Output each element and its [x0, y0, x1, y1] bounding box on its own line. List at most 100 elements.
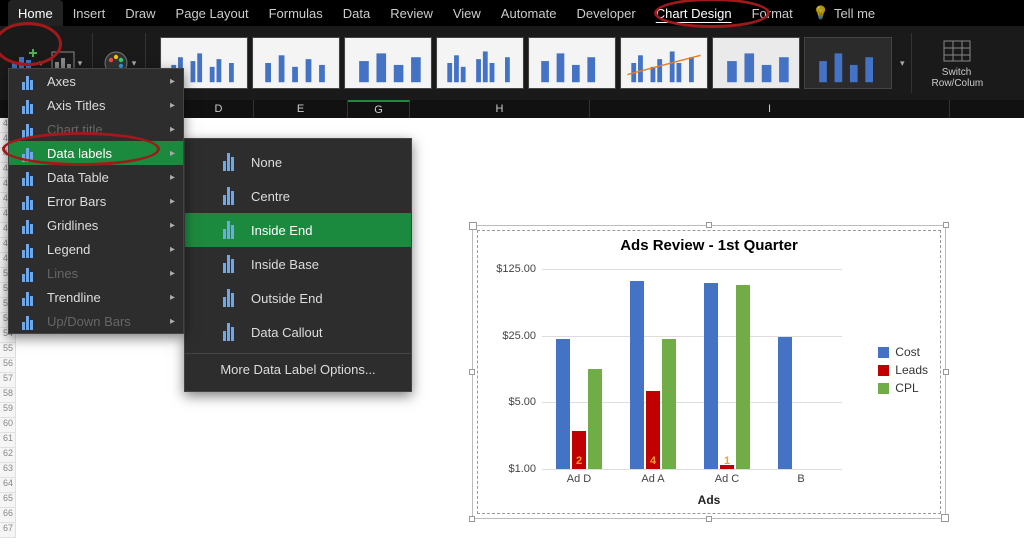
- bar-AdA-cpl[interactable]: [662, 339, 676, 469]
- chart-legend[interactable]: Cost Leads CPL: [878, 341, 928, 399]
- submenu-centre[interactable]: Centre: [185, 179, 411, 213]
- xlabel: Ad C: [696, 469, 758, 485]
- tab-formulas[interactable]: Formulas: [259, 0, 333, 26]
- chart-style-8[interactable]: [804, 37, 892, 89]
- chart-style-7[interactable]: [712, 37, 800, 89]
- row-header[interactable]: 66: [0, 508, 16, 523]
- menu-up/down-bars: Up/Down Bars▸: [9, 309, 183, 333]
- legend-cpl: CPL: [878, 381, 928, 395]
- bar-AdD-leads[interactable]: 2: [572, 431, 586, 469]
- tab-insert[interactable]: Insert: [63, 0, 116, 26]
- submenu-data-callout[interactable]: Data Callout: [185, 315, 411, 349]
- menu-label: Data labels: [47, 146, 112, 161]
- chart-object[interactable]: Ads Review - 1st Quarter $1.00$5.00$25.0…: [472, 225, 946, 519]
- row-header[interactable]: 63: [0, 463, 16, 478]
- ytick-label: $125.00: [486, 263, 536, 275]
- submenu-none[interactable]: ✓None: [185, 145, 411, 179]
- bar-AdC-cost[interactable]: [704, 283, 718, 469]
- chart-mini-icon: [215, 184, 241, 208]
- switch-row-column-button[interactable]: Switch Row/Colum: [932, 37, 982, 89]
- chart-mini-icon: [17, 144, 37, 162]
- row-header[interactable]: 59: [0, 403, 16, 418]
- menu-label: Gridlines: [47, 218, 98, 233]
- menu-label: Axis Titles: [47, 98, 106, 113]
- menu-label: Axes: [47, 74, 76, 89]
- chart-style-5[interactable]: [528, 37, 616, 89]
- bar-AdA-cost[interactable]: [630, 281, 644, 469]
- chart-mini-icon: [215, 320, 241, 344]
- bar-AdC-cpl[interactable]: [736, 285, 750, 469]
- chart-mini-icon: [17, 312, 37, 330]
- chart-style-gallery[interactable]: ▾: [158, 37, 905, 89]
- chart-xaxis-title[interactable]: Ads: [478, 493, 940, 507]
- menu-label: Data Table: [47, 170, 109, 185]
- chart-mini-icon: [215, 218, 241, 242]
- tab-review[interactable]: Review: [380, 0, 443, 26]
- tab-data[interactable]: Data: [333, 0, 380, 26]
- bar-B-cost[interactable]: [778, 337, 792, 469]
- menu-data-labels[interactable]: Data labels▸: [9, 141, 183, 165]
- submenu-label: None: [251, 155, 282, 170]
- row-header[interactable]: 64: [0, 478, 16, 493]
- chart-title[interactable]: Ads Review - 1st Quarter: [478, 231, 940, 260]
- submenu-label: Inside End: [251, 223, 312, 238]
- chart-mini-icon: [17, 288, 37, 306]
- bar-AdD-cost[interactable]: [556, 339, 570, 469]
- col-g[interactable]: G: [348, 100, 410, 118]
- menu-data-table[interactable]: Data Table▸: [9, 165, 183, 189]
- bar-AdA-leads[interactable]: 4: [646, 391, 660, 469]
- legend-cost: Cost: [878, 345, 928, 359]
- col-d[interactable]: D: [184, 100, 254, 118]
- chart-style-2[interactable]: [252, 37, 340, 89]
- menu-error-bars[interactable]: Error Bars▸: [9, 189, 183, 213]
- row-header[interactable]: 55: [0, 343, 16, 358]
- bar-AdD-cpl[interactable]: [588, 369, 602, 469]
- chart-style-6[interactable]: [620, 37, 708, 89]
- menu-legend[interactable]: Legend▸: [9, 237, 183, 261]
- chart-mini-icon: [17, 192, 37, 210]
- col-e[interactable]: E: [254, 100, 348, 118]
- tab-draw[interactable]: Draw: [115, 0, 165, 26]
- chart-plot-area[interactable]: Ads Review - 1st Quarter $1.00$5.00$25.0…: [477, 230, 941, 514]
- tab-page-layout[interactable]: Page Layout: [166, 0, 259, 26]
- col-i[interactable]: I: [590, 100, 950, 118]
- col-h[interactable]: H: [410, 100, 590, 118]
- chart-mini-icon: [17, 120, 37, 138]
- tab-automate[interactable]: Automate: [491, 0, 567, 26]
- menu-axis-titles[interactable]: Axis Titles▸: [9, 93, 183, 117]
- chart-style-3[interactable]: [344, 37, 432, 89]
- menu-label: Error Bars: [47, 194, 106, 209]
- submenu-inside-end[interactable]: Inside End: [185, 213, 411, 247]
- chart-mini-icon: [17, 72, 37, 90]
- ytick-label: $5.00: [486, 396, 536, 408]
- submenu-outside-end[interactable]: Outside End: [185, 281, 411, 315]
- menu-trendline[interactable]: Trendline▸: [9, 285, 183, 309]
- row-header[interactable]: 67: [0, 523, 16, 538]
- menu-gridlines[interactable]: Gridlines▸: [9, 213, 183, 237]
- row-header[interactable]: 56: [0, 358, 16, 373]
- row-header[interactable]: 60: [0, 418, 16, 433]
- row-header[interactable]: 65: [0, 493, 16, 508]
- chart-plot: $1.00$5.00$25.00$125.002Ad D4Ad A1Ad CB: [542, 269, 842, 469]
- tab-home[interactable]: Home: [8, 0, 63, 26]
- row-header[interactable]: 61: [0, 433, 16, 448]
- chart-style-4[interactable]: [436, 37, 524, 89]
- menu-axes[interactable]: Axes▸: [9, 69, 183, 93]
- chart-mini-icon: [215, 286, 241, 310]
- tab-tell-me[interactable]: 💡Tell me: [803, 0, 885, 26]
- switch-label: Switch Row/Colum: [932, 67, 982, 89]
- row-header[interactable]: 57: [0, 373, 16, 388]
- chart-mini-icon: [17, 168, 37, 186]
- data-labels-submenu: ✓NoneCentre Inside End Inside BaseOutside …: [184, 138, 412, 392]
- tab-developer[interactable]: Developer: [566, 0, 645, 26]
- menu-chart-title: Chart title▸: [9, 117, 183, 141]
- row-header[interactable]: 58: [0, 388, 16, 403]
- tab-view[interactable]: View: [443, 0, 491, 26]
- chart-mini-icon: [17, 216, 37, 234]
- submenu-inside-base[interactable]: Inside Base: [185, 247, 411, 281]
- menu-label: Trendline: [47, 290, 101, 305]
- submenu-more-options[interactable]: More Data Label Options...: [185, 353, 411, 385]
- row-header[interactable]: 62: [0, 448, 16, 463]
- tab-format[interactable]: Format: [742, 0, 803, 26]
- tab-chart-design[interactable]: Chart Design: [646, 0, 742, 26]
